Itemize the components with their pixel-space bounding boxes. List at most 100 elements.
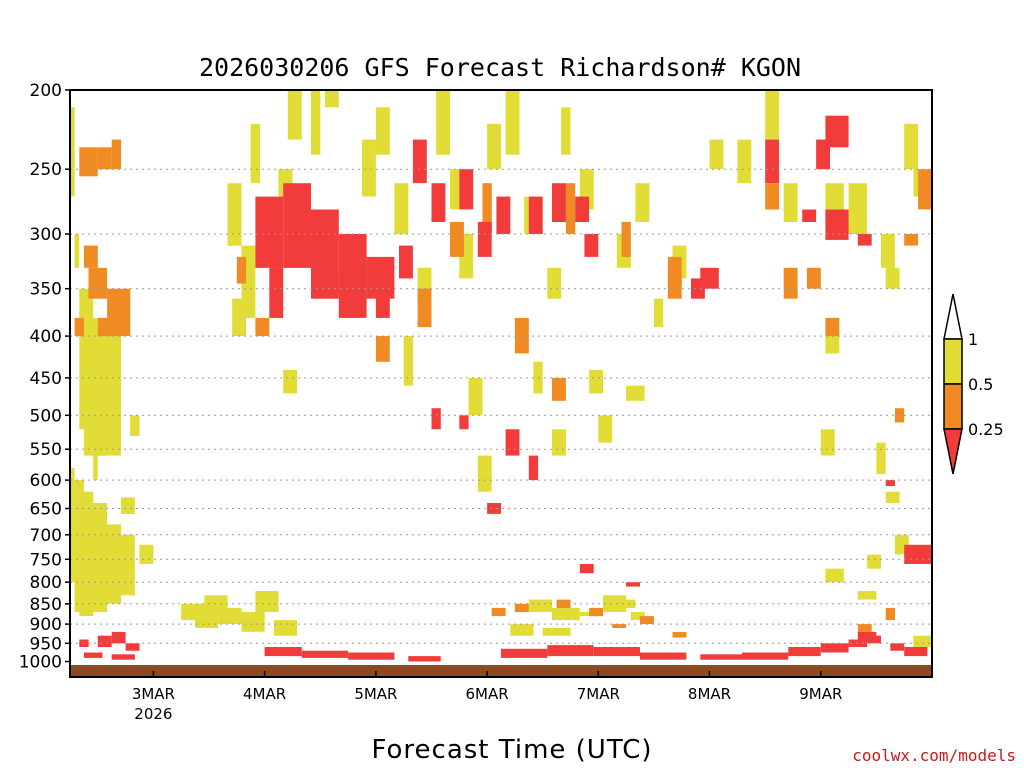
heatmap-cell [709,139,724,170]
heatmap-cell [672,631,687,638]
heatmap-cell [450,221,464,257]
heatmap-cell [788,647,821,657]
heatmap-cell [403,336,413,386]
heatmap-cell [125,643,140,651]
heatmap-cell [825,568,844,583]
heatmap-cell [626,582,640,587]
heatmap-cell [584,234,599,257]
heatmap-cell [283,183,311,268]
heatmap-cell [491,607,506,617]
heatmap-cell [630,612,645,621]
heatmap-cell [802,209,817,222]
heatmap-cell [825,115,849,148]
heatmap-cell [667,256,682,284]
plot-background [70,90,932,677]
heatmap-cell [640,616,654,625]
y-tick-label-650: 650 [30,500,62,520]
chart-title: 2026030206 GFS Forecast Richardson# KGON [199,53,801,82]
heatmap-cell [255,196,284,268]
heatmap-cell [97,635,112,647]
heatmap-cell [640,652,687,660]
legend-bin-yellow [943,338,963,385]
heatmap-cell [111,654,135,660]
heatmap-cell [561,107,571,155]
heatmap-cell [825,209,849,240]
heatmap-cell [505,90,520,155]
heatmap-cell [139,544,154,564]
x-tick-sublabel-year: 2026 [134,705,172,723]
heatmap-cell [287,90,302,140]
heatmap-cell [496,196,511,234]
heatmap-cell [783,183,798,222]
heatmap-cell [324,90,339,108]
y-tick-label-750: 750 [30,550,62,570]
ground-band [70,665,932,677]
y-tick-label-350: 350 [30,280,62,300]
heatmap-cell [820,429,835,456]
heatmap-cell [575,196,590,222]
heatmap-cell [255,317,270,337]
heatmap-cell [301,650,348,658]
heatmap-cell [431,183,446,222]
heatmap-cell [218,607,242,624]
y-tick-label-450: 450 [30,369,62,389]
heatmap-cell [593,647,640,657]
heatmap-cell [74,317,84,337]
site-credit: coolwx.com/models [852,746,1016,765]
heatmap-cell [501,648,548,658]
heatmap-cell [765,183,780,210]
y-tick-label-500: 500 [30,406,62,426]
heatmap-cell [885,491,900,503]
heatmap-cell [436,90,450,155]
heatmap-cell [820,643,849,653]
x-tick-label-8MAR: 8MAR [688,685,731,703]
heatmap-cell [477,455,492,492]
heatmap-cell [825,317,840,337]
heatmap-cell [232,298,247,337]
heatmap-cell [111,139,121,170]
heatmap-cell [653,298,664,328]
heatmap-cell [375,336,390,362]
heatmap-cell [255,591,279,612]
heatmap-cell [552,429,566,456]
heatmap-cell [311,209,339,299]
heatmap-cell [273,620,298,636]
heatmap-cell [806,267,821,289]
heatmap-cell [408,656,441,662]
heatmap-cell [283,370,298,394]
heatmap-cell [459,169,474,210]
y-tick-label-300: 300 [30,225,62,245]
heatmap-cell [579,564,594,574]
x-tick-label-7MAR: 7MAR [577,685,620,703]
heatmap-cell [399,245,413,279]
heatmap-cell [227,183,242,246]
heatmap-cell [857,624,872,632]
heatmap-cell [70,107,75,197]
heatmap-cell [236,256,247,284]
heatmap-cell [375,288,390,318]
heatmap-cell [881,234,895,268]
heatmap-cell [848,183,868,234]
series-red [79,115,932,662]
x-tick-label-9MAR: 9MAR [799,685,842,703]
heatmap-cell [111,631,126,644]
heatmap-cell [635,183,650,222]
legend-label-1: 1 [968,330,978,349]
y-tick-label-800: 800 [30,573,62,593]
heatmap-cell [621,221,631,257]
heatmap-cell [552,183,566,222]
y-tick-label-600: 600 [30,471,62,491]
legend-arrow-top [943,293,963,340]
heatmap-cell [904,234,919,246]
heatmap-cell [876,442,886,475]
x-tick-label-4MAR: 4MAR [243,685,286,703]
heatmap-cell [93,429,98,481]
heatmap-cell [311,90,321,155]
heatmap-cell [918,169,932,210]
heatmap-cell [612,624,627,628]
heatmap-cell [547,267,562,299]
heatmap-cell [130,415,140,436]
heatmap-cell [79,147,98,177]
heatmap-cell [412,139,427,184]
heatmap-cell [348,652,395,660]
